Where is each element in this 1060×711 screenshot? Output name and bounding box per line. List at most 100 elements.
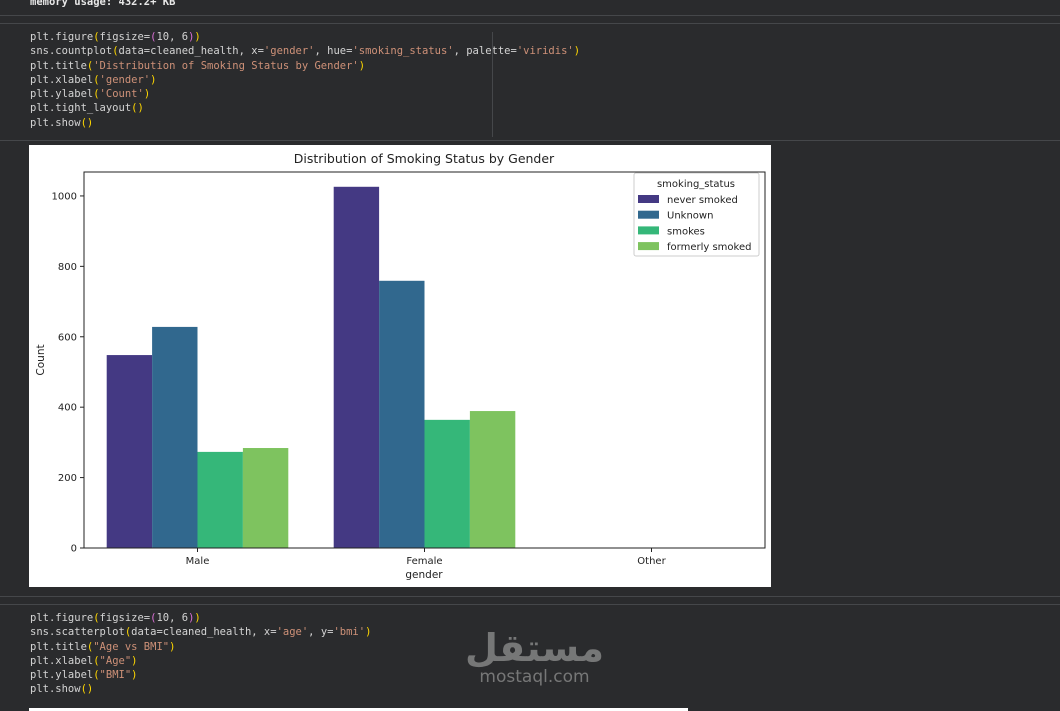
code-token: 'age' bbox=[276, 626, 309, 639]
divider bbox=[0, 596, 1060, 597]
code-token: plt.xlabel bbox=[30, 654, 94, 667]
code-token: ) bbox=[188, 612, 195, 624]
bar-smokes-male bbox=[197, 451, 243, 548]
code-token: ( bbox=[93, 669, 100, 682]
code-token: ( bbox=[112, 45, 119, 58]
code-token: figsize= bbox=[99, 31, 151, 43]
code-token: ( bbox=[93, 612, 100, 624]
bar-smokes-female bbox=[424, 419, 470, 548]
code-token: 'Distribution of Smoking Status by Gende… bbox=[93, 59, 359, 72]
code-token: ) bbox=[358, 59, 366, 72]
code-line: plt.title("Age vs BMI") bbox=[30, 640, 371, 654]
code-token: plt.xlabel bbox=[30, 73, 94, 86]
code-token: () bbox=[131, 102, 144, 115]
code-token: ( bbox=[124, 626, 132, 639]
legend-label: Unknown bbox=[667, 211, 713, 222]
chart-output: Distribution of Smoking Status by Gender… bbox=[29, 145, 771, 587]
x-tick-label: Female bbox=[406, 556, 442, 567]
code-token: ( bbox=[86, 59, 94, 72]
code-cell-countplot[interactable]: plt.figure(figsize=(10, 6)) sns.countplot… bbox=[30, 30, 580, 130]
memory-usage-output: memory usage: 432.2+ KB bbox=[30, 0, 176, 8]
code-token: ( bbox=[86, 640, 94, 653]
divider bbox=[0, 23, 1060, 24]
legend-label: never smoked bbox=[667, 195, 738, 206]
code-token: () bbox=[80, 116, 94, 129]
code-token: ) bbox=[194, 612, 201, 624]
code-token: () bbox=[80, 683, 94, 696]
code-token: "Age vs BMI" bbox=[93, 640, 170, 653]
code-token: plt.title bbox=[30, 59, 87, 72]
code-token: plt.tight_layout bbox=[30, 102, 132, 115]
code-token: plt.show bbox=[30, 683, 81, 696]
code-token: ( bbox=[150, 612, 157, 624]
code-token: ) bbox=[573, 45, 581, 58]
code-line: plt.figure(figsize=(10, 6)) bbox=[30, 611, 371, 625]
code-line: plt.ylabel('Count') bbox=[30, 87, 580, 101]
code-token: ) bbox=[194, 31, 201, 43]
code-line: plt.tight_layout() bbox=[30, 101, 580, 115]
bar-unknown-male bbox=[152, 326, 198, 548]
code-token: ) bbox=[188, 31, 195, 43]
code-token: 'smoking_status' bbox=[352, 45, 454, 58]
code-token: , y= bbox=[308, 626, 334, 639]
code-token: ( bbox=[93, 31, 100, 43]
next-chart-output bbox=[29, 708, 688, 711]
code-token: ) bbox=[131, 669, 138, 682]
x-tick-label: Male bbox=[186, 556, 210, 567]
legend-swatch bbox=[638, 195, 659, 203]
watermark-logo: مستقل mostaql.com bbox=[465, 626, 604, 687]
x-axis-label: gender bbox=[405, 569, 443, 581]
y-tick-label: 0 bbox=[71, 544, 77, 555]
code-line: plt.ylabel("BMI") bbox=[30, 668, 371, 682]
code-line: plt.xlabel('gender') bbox=[30, 73, 580, 87]
legend-swatch bbox=[638, 242, 659, 251]
code-token: "BMI" bbox=[99, 669, 132, 682]
x-tick-label: Other bbox=[637, 556, 666, 567]
code-token: , hue= bbox=[314, 45, 353, 58]
divider bbox=[0, 604, 1060, 605]
legend-label: smokes bbox=[667, 226, 705, 237]
code-token: sns.countplot bbox=[30, 45, 113, 58]
code-token: data=cleaned_health, x= bbox=[118, 45, 264, 58]
bar-never-smoked-female bbox=[333, 186, 380, 549]
code-line: plt.figure(figsize=(10, 6)) bbox=[30, 30, 580, 44]
code-token: "Age" bbox=[99, 654, 132, 667]
code-line: plt.show() bbox=[30, 116, 580, 130]
code-token: ( bbox=[93, 654, 100, 667]
code-token: 10, 6 bbox=[156, 31, 189, 43]
code-token: 10, 6 bbox=[156, 612, 189, 624]
code-token: , palette= bbox=[453, 45, 517, 58]
divider bbox=[0, 15, 1060, 16]
bar-formerly-smoked-male bbox=[242, 448, 289, 548]
bar-formerly-smoked-female bbox=[469, 411, 516, 548]
y-tick-label: 200 bbox=[58, 473, 77, 484]
code-token: plt.ylabel bbox=[30, 88, 94, 101]
y-tick-label: 400 bbox=[58, 403, 77, 414]
code-token: ( bbox=[150, 31, 157, 43]
divider bbox=[0, 140, 1060, 141]
code-token: ) bbox=[169, 640, 176, 653]
code-token: 'Count' bbox=[99, 88, 144, 101]
code-token: 'viridis' bbox=[516, 45, 574, 58]
code-line: plt.title('Distribution of Smoking Statu… bbox=[30, 59, 580, 73]
code-line: sns.scatterplot(data=cleaned_health, x='… bbox=[30, 625, 371, 639]
bar-never-smoked-male bbox=[106, 355, 153, 548]
legend-title: smoking_status bbox=[657, 179, 735, 190]
code-token: 'gender' bbox=[99, 73, 151, 86]
code-cell-scatterplot[interactable]: plt.figure(figsize=(10, 6)) sns.scatterpl… bbox=[30, 611, 371, 697]
legend-swatch bbox=[638, 210, 659, 219]
y-tick-label: 600 bbox=[58, 332, 77, 343]
code-token: figsize= bbox=[99, 612, 151, 624]
y-axis-label: Count bbox=[35, 344, 47, 375]
legend-label: formerly smoked bbox=[667, 242, 751, 253]
bar-unknown-female bbox=[379, 280, 425, 548]
code-token: plt.title bbox=[30, 640, 87, 653]
code-token: plt.show bbox=[30, 116, 81, 129]
code-token: ( bbox=[93, 73, 100, 86]
code-token: sns.scatterplot bbox=[30, 626, 125, 639]
code-token: 'bmi' bbox=[333, 626, 366, 639]
ruler-line bbox=[492, 32, 493, 137]
code-line: sns.countplot(data=cleaned_health, x='ge… bbox=[30, 44, 580, 58]
code-token: ) bbox=[131, 654, 138, 667]
code-token: plt.figure bbox=[30, 612, 94, 624]
